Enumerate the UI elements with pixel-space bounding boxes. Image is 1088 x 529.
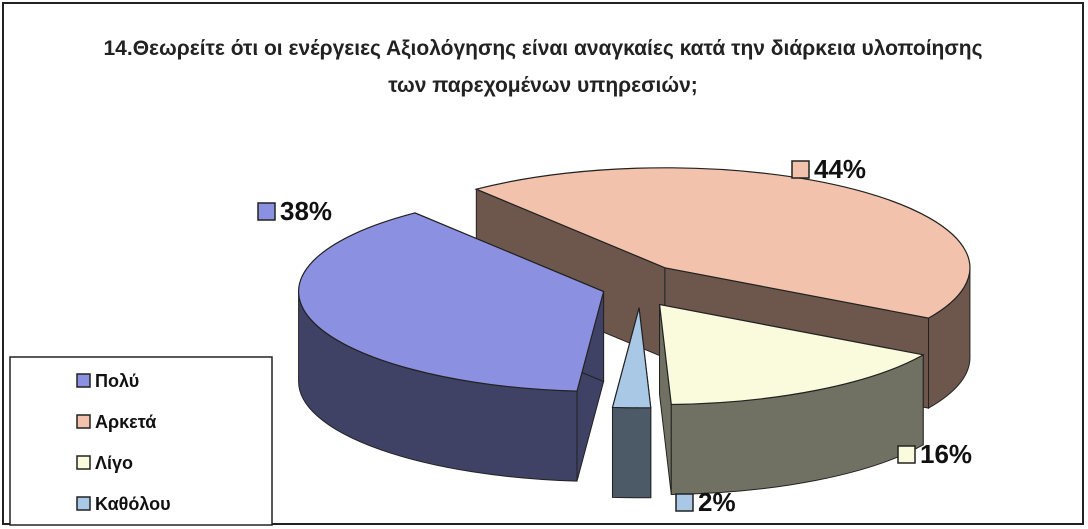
legend-key <box>76 414 91 429</box>
data-label-key <box>257 202 276 221</box>
data-label: 44% <box>814 154 866 184</box>
legend-key <box>76 496 91 511</box>
data-label-key <box>791 160 810 179</box>
slice <box>658 303 925 406</box>
legend-label: Καθόλου <box>95 494 171 514</box>
legend-label: Λίγο <box>95 453 133 473</box>
legend-label: Πολύ <box>95 371 139 391</box>
slice <box>298 212 605 392</box>
slice-side <box>611 406 652 499</box>
data-label-key <box>897 445 916 464</box>
legend-label: Αρκετά <box>95 412 156 432</box>
data-label: 16% <box>920 439 972 469</box>
chart-title: 14.Θεωρείτε ότι οι ενέργειες Αξιολόγησης… <box>103 37 983 97</box>
pie <box>298 167 971 499</box>
data-label: 2% <box>698 487 736 517</box>
slice <box>474 167 971 319</box>
legend-key <box>76 373 91 388</box>
slice <box>611 307 652 409</box>
data-label-key <box>675 493 694 512</box>
legend-key <box>76 455 91 470</box>
legend-box <box>9 356 273 526</box>
data-label: 38% <box>280 196 332 226</box>
